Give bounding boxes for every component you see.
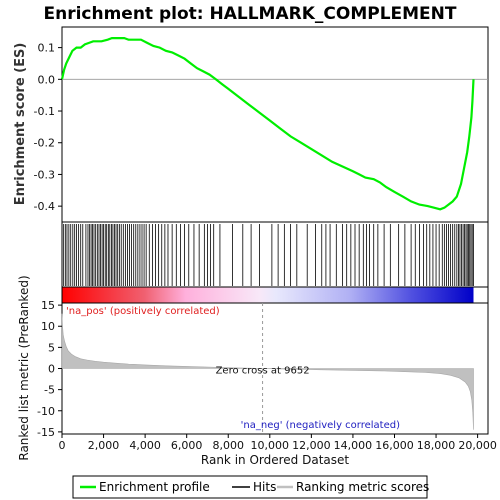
zero-cross-label: Zero cross at 9652 <box>216 366 310 377</box>
metric-x-tick-label: 16,000 <box>375 439 414 452</box>
enrichment-panel: 0.1 0.0 -0.1 -0.2 -0.3 -0.4 Enrichment score … <box>13 26 489 223</box>
metric-x-tick-label: 10,000 <box>251 439 290 452</box>
es-y-axis: 0.1 0.0 -0.1 -0.2 -0.3 -0.4 <box>34 42 62 213</box>
metric-y-tick-label: 10 <box>41 320 55 333</box>
es-y-tick-label: -0.4 <box>34 200 55 213</box>
enrichment-profile-line <box>60 37 475 211</box>
metric-y-axis: 15 10 5 0 -5 -10 -15 <box>37 299 62 439</box>
metric-y-tick-label: 15 <box>41 299 55 312</box>
hits-panel <box>61 221 489 304</box>
hits-panel-frame <box>61 221 489 288</box>
metric-x-tick-label: 18,000 <box>417 439 456 452</box>
positive-correlation-label: 'na_pos' (positively correlated) <box>66 306 220 317</box>
es-y-tick-label: -0.2 <box>34 137 55 150</box>
ranked-metric-panel: Zero cross at 9652 'na_pos' (positively … <box>17 275 497 467</box>
es-y-tick-label: 0.1 <box>38 42 56 55</box>
chart-title: Enrichment plot: HALLMARK_COMPLEMENT <box>43 4 456 24</box>
metric-x-tick-label: 12,000 <box>292 439 331 452</box>
ranked-list-color-bar <box>62 287 474 303</box>
es-y-tick-label: -0.3 <box>34 168 55 181</box>
legend-hits-label: Hits <box>253 480 276 494</box>
metric-y-tick-label: 5 <box>48 341 55 354</box>
es-y-axis-label: Enrichment score (ES) <box>13 43 28 206</box>
legend: Enrichment profile Hits Ranking metric s… <box>72 475 429 499</box>
metric-x-tick-label: 0 <box>59 439 66 452</box>
metric-y-tick-label: -5 <box>44 384 55 397</box>
metric-x-tick-label: 6,000 <box>171 439 203 452</box>
metric-x-tick-label: 8,000 <box>212 439 244 452</box>
metric-y-tick-label: -10 <box>37 405 55 418</box>
metric-x-axis-label: Rank in Ordered Dataset <box>201 453 349 467</box>
es-y-tick-label: -0.1 <box>34 105 55 118</box>
hit-markers <box>63 224 474 286</box>
metric-x-tick-label: 4,000 <box>129 439 161 452</box>
legend-metric-label: Ranking metric scores <box>296 480 429 494</box>
metric-x-axis: 0 2,000 4,000 6,000 8,000 10,000 12,000 14,000 1… <box>59 434 497 452</box>
metric-y-tick-label: -15 <box>37 426 55 439</box>
ranking-metric-area <box>61 313 474 430</box>
metric-x-tick-label: 2,000 <box>88 439 120 452</box>
metric-x-tick-label: 14,000 <box>334 439 373 452</box>
metric-y-axis-label: Ranked list metric (PreRanked) <box>17 275 31 460</box>
metric-y-tick-label: 0 <box>48 363 55 376</box>
metric-x-tick-label: 20,000 <box>458 439 497 452</box>
negative-correlation-label: 'na_neg' (negatively correlated) <box>241 420 400 431</box>
legend-enrichment-label: Enrichment profile <box>99 480 210 494</box>
es-y-tick-label: 0.0 <box>38 73 56 86</box>
